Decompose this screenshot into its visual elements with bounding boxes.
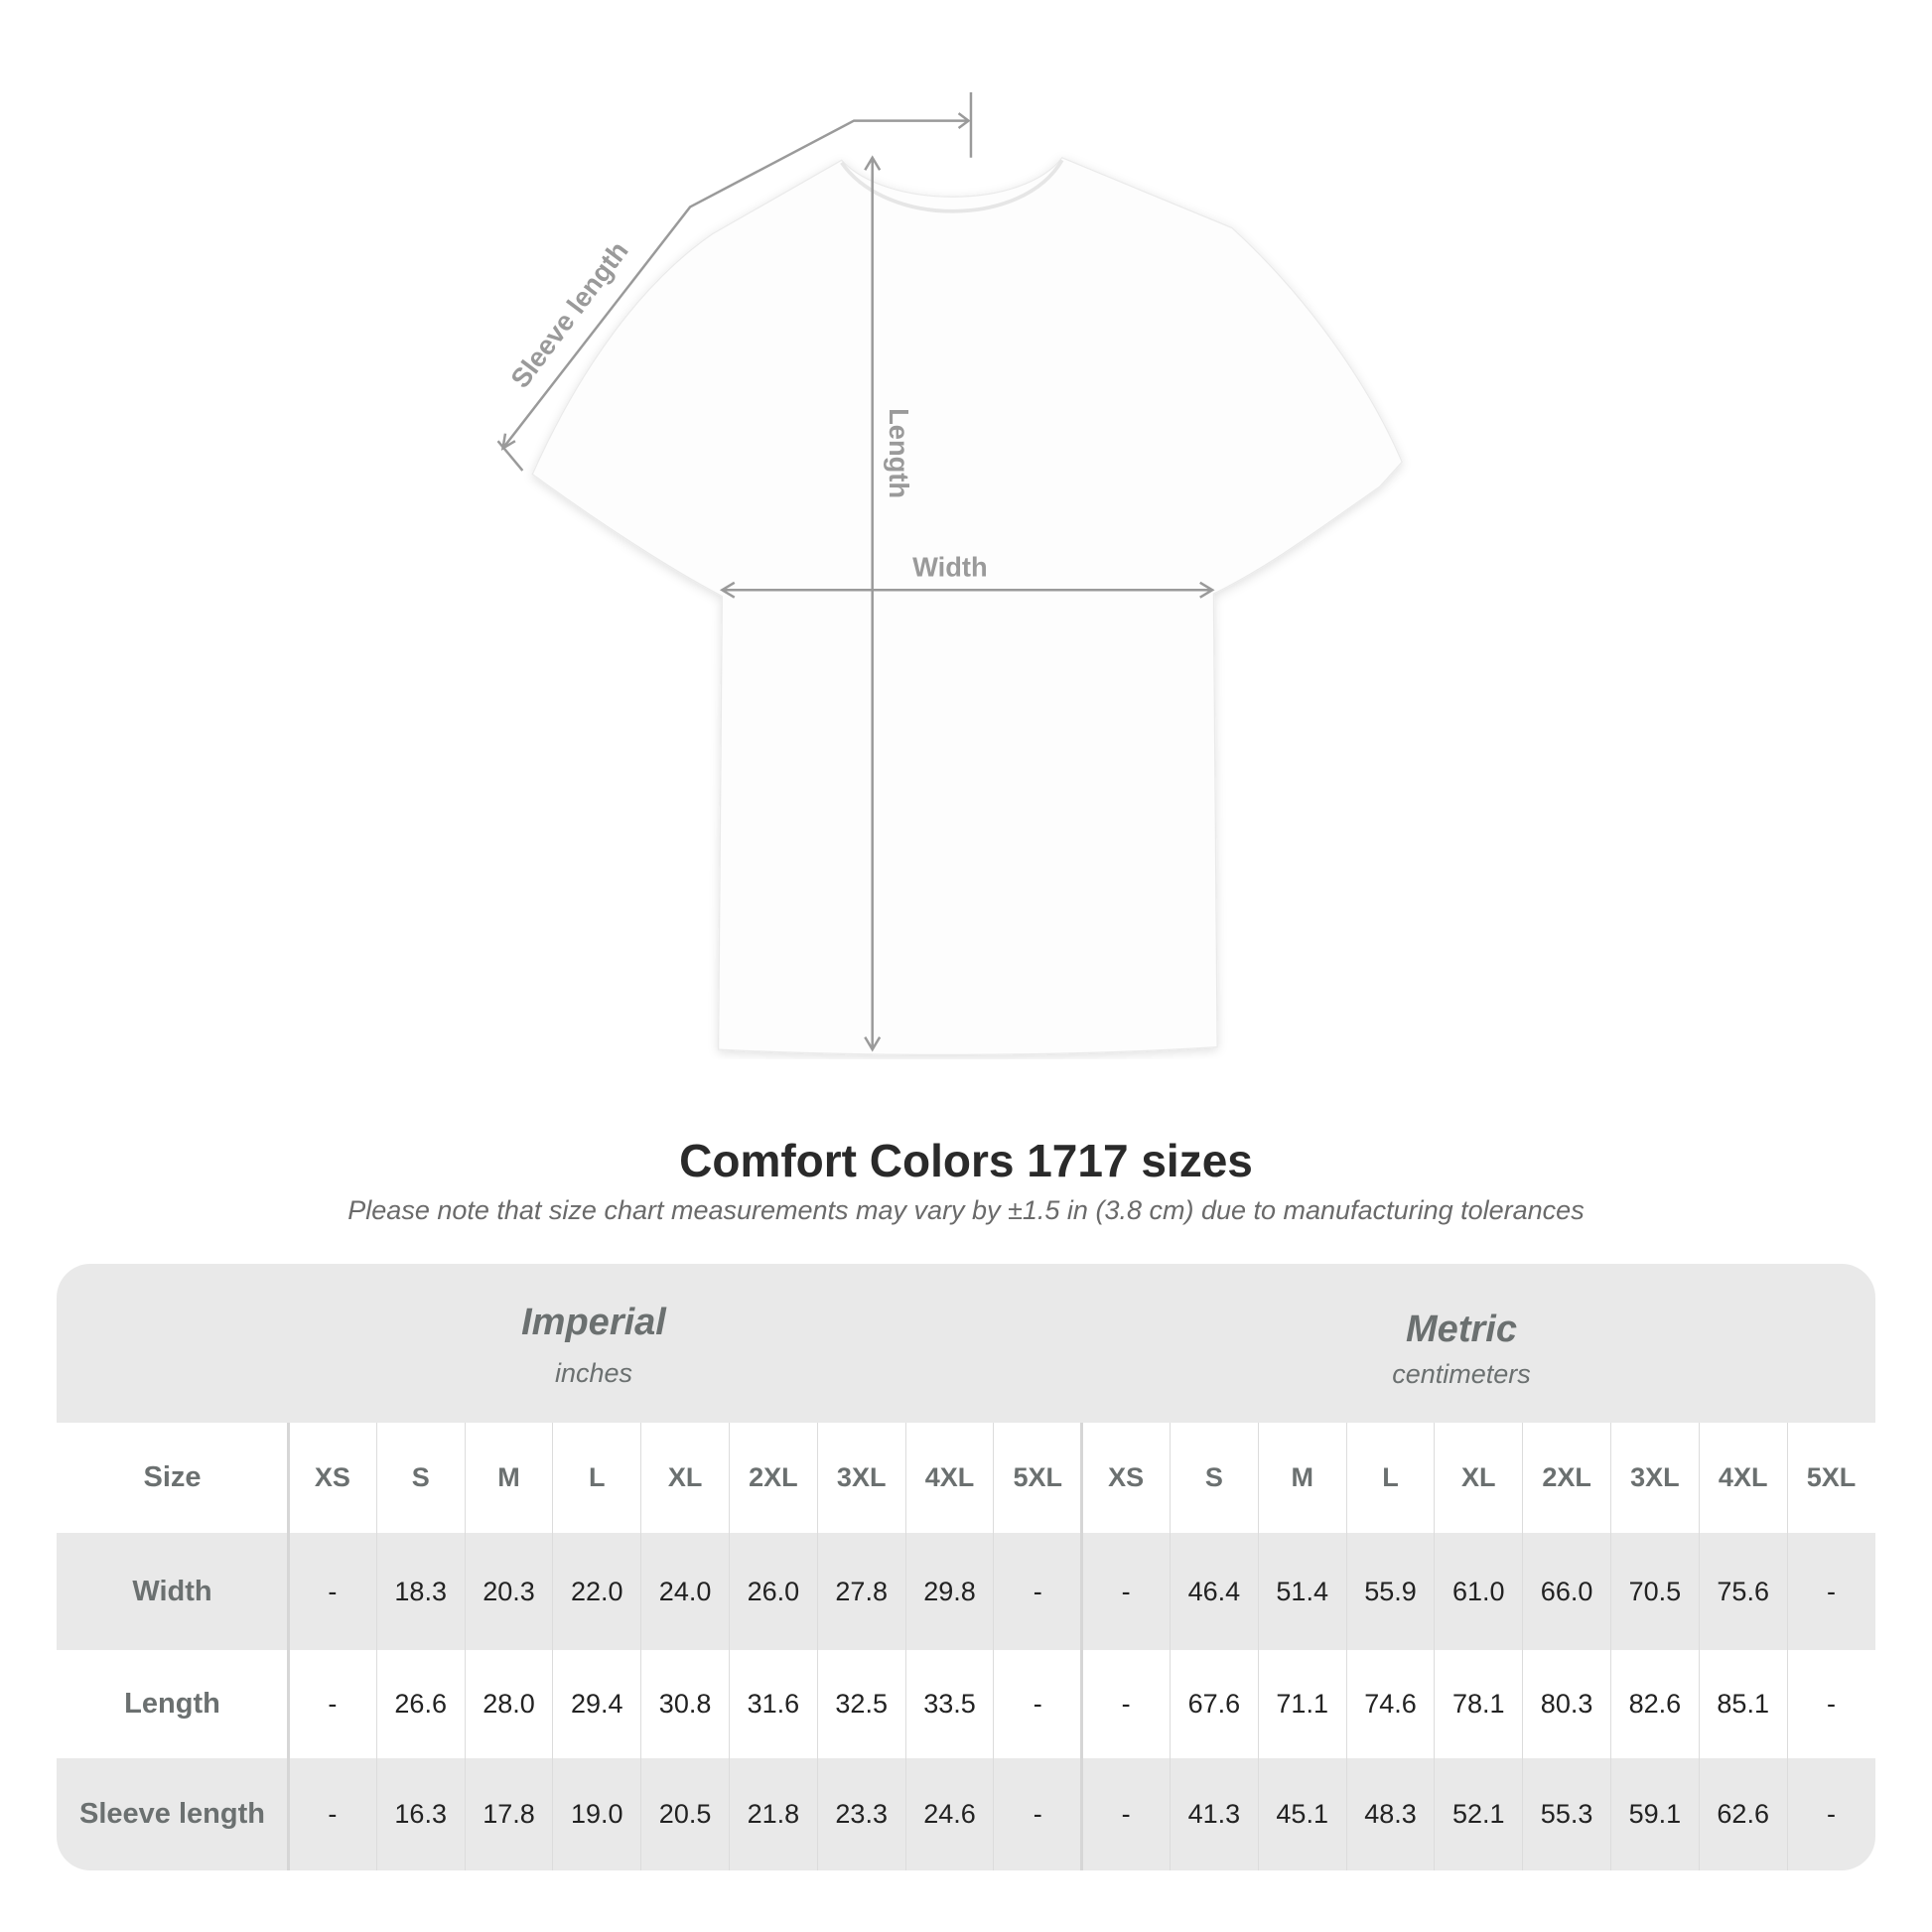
size-table: Imperial inches Metric centimeters Size X…: [57, 1264, 1875, 1870]
value-cell: -: [1786, 1533, 1875, 1650]
value-cell: 20.3: [464, 1533, 553, 1650]
value-cell: 70.5: [1610, 1533, 1699, 1650]
value-cell: 24.6: [904, 1758, 994, 1870]
value-cell: -: [288, 1650, 376, 1758]
value-cell: 23.3: [816, 1758, 905, 1870]
size-header-cell: S: [375, 1423, 465, 1533]
value-cell: 67.6: [1170, 1650, 1258, 1758]
size-header-cell: 3XL: [1610, 1423, 1699, 1533]
value-cell: 55.9: [1345, 1533, 1435, 1650]
value-cell: 71.1: [1257, 1650, 1346, 1758]
value-cell: 62.6: [1698, 1758, 1787, 1870]
value-cell: 31.6: [729, 1650, 817, 1758]
size-header-cell: XS: [1081, 1423, 1170, 1533]
metric-title: Metric: [1406, 1309, 1517, 1350]
value-cell: 30.8: [640, 1650, 729, 1758]
tshirt-diagram: Sleeve length Length Width: [496, 92, 1403, 1055]
metric-unit: centimeters: [1392, 1359, 1531, 1389]
value-cell: 41.3: [1170, 1758, 1258, 1870]
value-cell: 82.6: [1610, 1650, 1699, 1758]
value-cell: -: [993, 1533, 1081, 1650]
value-cell: 29.8: [904, 1533, 994, 1650]
value-cell: -: [288, 1533, 376, 1650]
size-header-cell: 4XL: [1698, 1423, 1787, 1533]
page-title: Comfort Colors 1717 sizes: [679, 1135, 1253, 1186]
value-cell: -: [288, 1758, 376, 1870]
value-cell: 75.6: [1698, 1533, 1787, 1650]
value-cell: 61.0: [1434, 1533, 1522, 1650]
size-header-label: Size: [143, 1461, 202, 1493]
tshirt-shape: [531, 157, 1403, 1055]
size-header-cell: 4XL: [904, 1423, 994, 1533]
row-label: Sleeve length: [79, 1798, 265, 1830]
table-row: Width -18.3 20.3 22.0 24.0 26.0 27.8 29.8- -46.4…: [57, 1533, 1875, 1650]
width-label: Width: [912, 552, 988, 583]
table-row: Length -26.6 28.0 29.4 30.8 31.6 32.5 33.5- -67.…: [57, 1650, 1875, 1758]
value-cell: -: [1081, 1650, 1170, 1758]
size-header-cell: XL: [640, 1423, 729, 1533]
value-cell: 32.5: [816, 1650, 905, 1758]
value-cell: 33.5: [904, 1650, 994, 1758]
value-cell: 17.8: [464, 1758, 553, 1870]
value-cell: 74.6: [1345, 1650, 1435, 1758]
value-cell: 46.4: [1170, 1533, 1258, 1650]
tshirt-collar: [840, 159, 1064, 213]
value-cell: 21.8: [729, 1758, 817, 1870]
value-cell: 80.3: [1522, 1650, 1610, 1758]
value-cell: 85.1: [1698, 1650, 1787, 1758]
value-cell: 78.1: [1434, 1650, 1522, 1758]
size-header-cell: L: [1345, 1423, 1435, 1533]
size-header-cell: 2XL: [729, 1423, 817, 1533]
value-cell: 19.0: [552, 1758, 640, 1870]
value-cell: 28.0: [464, 1650, 553, 1758]
value-cell: 55.3: [1522, 1758, 1610, 1870]
system-divider: [1080, 1423, 1083, 1870]
value-cell: 24.0: [640, 1533, 729, 1650]
size-header-cell: 2XL: [1522, 1423, 1610, 1533]
value-cell: 59.1: [1610, 1758, 1699, 1870]
value-cell: 45.1: [1257, 1758, 1346, 1870]
value-cell: 22.0: [552, 1533, 640, 1650]
value-cell: -: [1786, 1650, 1875, 1758]
value-cell: 18.3: [375, 1533, 465, 1650]
value-cell: 16.3: [375, 1758, 465, 1870]
size-header-cell: L: [552, 1423, 640, 1533]
label-divider: [287, 1423, 290, 1870]
metric-header: Metric centimeters: [1114, 1309, 1809, 1390]
value-cell: 66.0: [1522, 1533, 1610, 1650]
size-header-cell: XS: [288, 1423, 376, 1533]
value-cell: -: [1081, 1533, 1170, 1650]
value-cell: 51.4: [1257, 1533, 1346, 1650]
size-header-cell: XL: [1434, 1423, 1522, 1533]
value-cell: -: [993, 1650, 1081, 1758]
value-cell: 52.1: [1434, 1758, 1522, 1870]
value-cell: -: [1786, 1758, 1875, 1870]
size-header-cell: 3XL: [816, 1423, 905, 1533]
value-cell: 26.0: [729, 1533, 817, 1650]
size-header-row: Size XS S M L XL 2XL 3XL 4XL 5XL XS S M L XL 2XL 3XL 4XL 5…: [57, 1423, 1875, 1533]
row-label: Length: [124, 1688, 220, 1720]
value-cell: 29.4: [552, 1650, 640, 1758]
value-cell: -: [1081, 1758, 1170, 1870]
value-cell: -: [993, 1758, 1081, 1870]
imperial-header: Imperial inches: [246, 1302, 941, 1389]
value-cell: 48.3: [1345, 1758, 1435, 1870]
size-header-cell: M: [1257, 1423, 1346, 1533]
row-label: Width: [132, 1575, 212, 1607]
size-header-cell: 5XL: [993, 1423, 1081, 1533]
measurement-lines: [496, 92, 1215, 1052]
value-cell: 27.8: [816, 1533, 905, 1650]
tolerance-note: Please note that size chart measurements…: [347, 1195, 1585, 1225]
imperial-title: Imperial: [521, 1302, 666, 1343]
size-header-cell: M: [464, 1423, 553, 1533]
value-cell: 26.6: [375, 1650, 465, 1758]
table-row: Sleeve length -16.3 17.8 19.0 20.5 21.8 23.3 24…: [57, 1758, 1875, 1870]
imperial-unit: inches: [554, 1358, 633, 1388]
header-band: [57, 1264, 1875, 1423]
size-header-cell: S: [1170, 1423, 1258, 1533]
length-label: Length: [884, 408, 914, 498]
value-cell: 20.5: [640, 1758, 729, 1870]
size-header-cell: 5XL: [1786, 1423, 1875, 1533]
